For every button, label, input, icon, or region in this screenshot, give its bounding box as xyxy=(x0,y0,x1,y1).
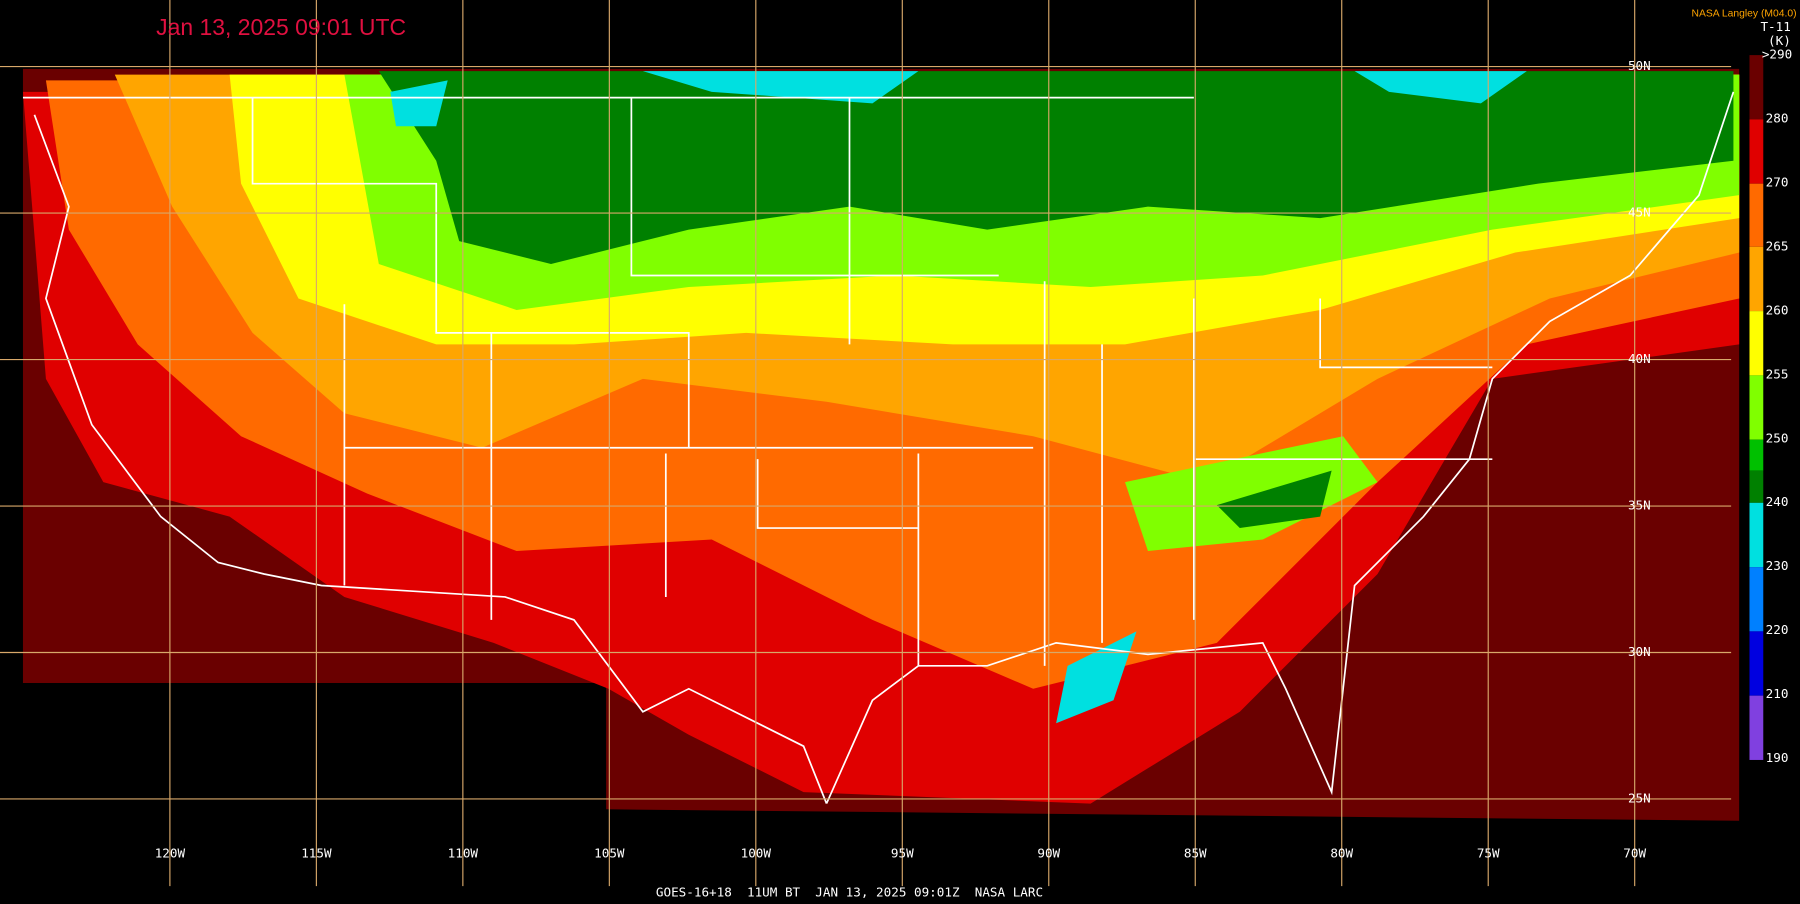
colorbar-label: 230 xyxy=(1766,558,1789,573)
imagery xyxy=(22,68,1740,821)
colorbar-label: 265 xyxy=(1766,238,1789,253)
graticule-labels: 120W 115W 110W 105W 100W 95W 90W 85W 80W 75W 70W 50… xyxy=(155,58,1651,861)
colorbar-label: 250 xyxy=(1766,430,1789,445)
latitude-label: 30N xyxy=(1628,644,1651,659)
colorbar-title: T-11 xyxy=(1760,19,1790,34)
borders xyxy=(22,91,1735,804)
colorbar-label: 220 xyxy=(1766,622,1789,637)
longitude-label: 85W xyxy=(1184,846,1207,861)
colorbar-unit: (K) xyxy=(1768,33,1791,48)
colorbar-label: 190 xyxy=(1766,750,1789,765)
title: Jan 13, 2025 09:01 UTC xyxy=(156,14,406,40)
longitude-label: 95W xyxy=(891,846,914,861)
latitude-label: 45N xyxy=(1628,205,1651,220)
colorbar-labels: >290 280 270 265 260 255 250 240 230 220 210 190 xyxy=(1762,47,1792,765)
footer-bar xyxy=(0,886,1800,900)
latitude-label: 40N xyxy=(1628,351,1651,366)
longitude-label: 105W xyxy=(594,846,625,861)
colorbar-label: >290 xyxy=(1762,47,1792,62)
latitude-label: 35N xyxy=(1628,498,1651,513)
longitude-label: 115W xyxy=(301,846,332,861)
longitude-label: 70W xyxy=(1623,846,1646,861)
longitude-label: 110W xyxy=(448,846,479,861)
colorbar xyxy=(1749,55,1764,760)
footer-caption: GOES-16+18 11UM BT JAN 13, 2025 09:01Z N… xyxy=(656,885,1043,900)
latitude-label: 25N xyxy=(1628,790,1651,805)
graticule xyxy=(0,0,1732,887)
credit: NASA Langley (M04.0) xyxy=(1691,9,1796,20)
colorbar-label: 255 xyxy=(1766,366,1789,381)
longitude-label: 120W xyxy=(155,846,186,861)
longitude-label: 100W xyxy=(741,846,772,861)
colorbar-label: 280 xyxy=(1766,111,1789,126)
latitude-label: 50N xyxy=(1628,58,1651,73)
longitude-label: 80W xyxy=(1330,846,1353,861)
longitude-label: 75W xyxy=(1477,846,1500,861)
longitude-label: 90W xyxy=(1037,846,1060,861)
colorbar-label: 260 xyxy=(1766,302,1789,317)
colorbar-label: 240 xyxy=(1766,494,1789,509)
colorbar-label: 210 xyxy=(1766,686,1789,701)
colorbar-label: 270 xyxy=(1766,174,1789,189)
